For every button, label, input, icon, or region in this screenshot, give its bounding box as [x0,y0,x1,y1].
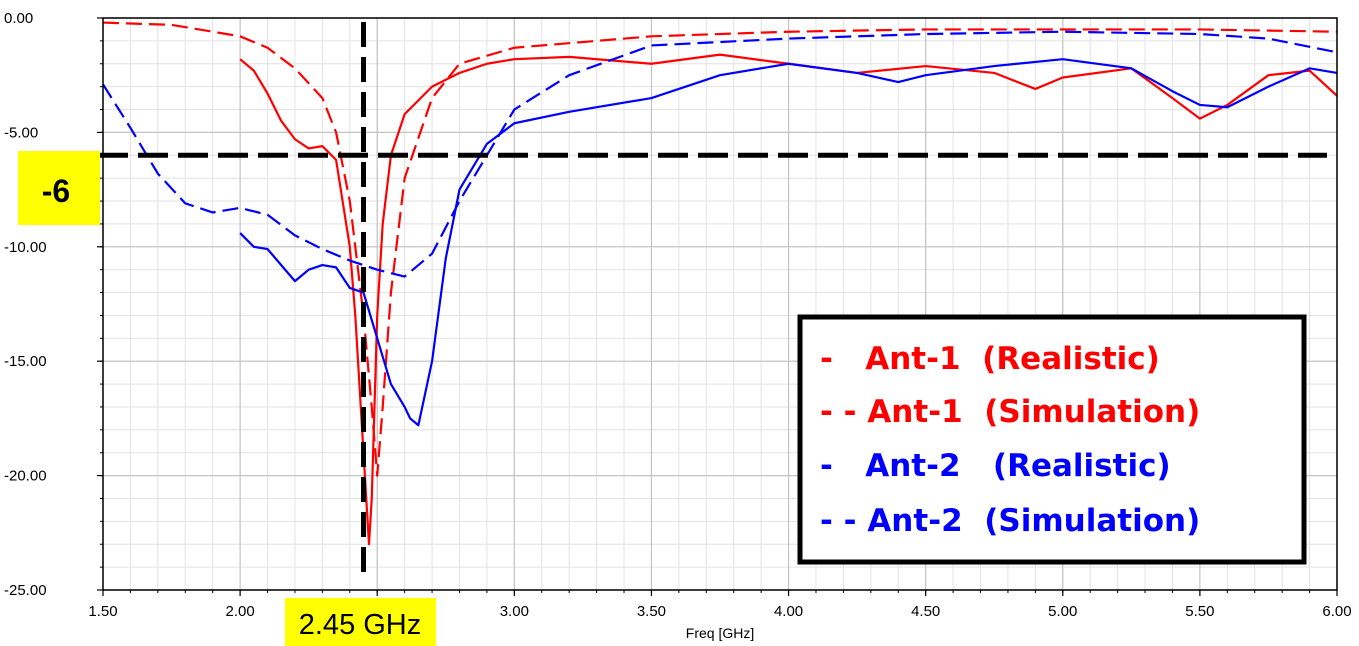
legend-entry-3: - Ant-2 (Realistic) [820,448,1171,484]
series-line-2 [102,21,1338,477]
x-tick-label: 6.00 [1322,603,1351,620]
frequency-marker-highlight [285,598,436,646]
x-tick-label: 2.00 [226,603,255,620]
x-tick-label: 3.00 [500,603,529,620]
x-tick-label: 4.00 [774,603,803,620]
legend-entry-4: - - Ant-2 (Simulation) [820,503,1200,539]
series-line-4 [102,30,1338,278]
x-tick-label: 5.00 [1048,603,1077,620]
series-layer [102,21,1338,546]
y-tick-label: -5.00 [4,124,38,141]
frequency-marker-label: 2.45 GHz [299,609,422,641]
y-tick-label: -20.00 [4,468,47,485]
legend-entry-2: - - Ant-1 (Simulation) [820,394,1200,430]
plot-frame [102,17,1338,591]
x-tick-label: 4.50 [911,603,940,620]
legend-entry-1: - Ant-1 (Realistic) [820,341,1160,377]
axes: 1.502.002.503.003.504.004.505.005.506.00… [4,10,1352,620]
y-tick-label: -15.00 [4,353,47,370]
threshold-marker-highlight [18,151,100,225]
threshold-marker-label: -6 [42,173,70,209]
y-tick-label: 0.00 [4,10,33,27]
legend-box [797,314,1307,565]
y-tick-label: -25.00 [4,582,47,599]
x-tick-label: 3.50 [637,603,666,620]
series-line-1 [239,53,1338,546]
x-tick-label: 5.50 [1185,603,1214,620]
x-tick-label: 1.50 [88,603,117,620]
reference-lines [98,22,1327,580]
y-tick-label: -10.00 [4,239,47,256]
x-axis-title: Freq [GHz] [686,625,754,641]
axis-labels: 2.45 GHz -6 Freq [GHz] [18,151,754,646]
legend: - Ant-1 (Realistic) - - Ant-1 (Simulation… [797,314,1307,565]
series-line-3 [239,58,1338,427]
